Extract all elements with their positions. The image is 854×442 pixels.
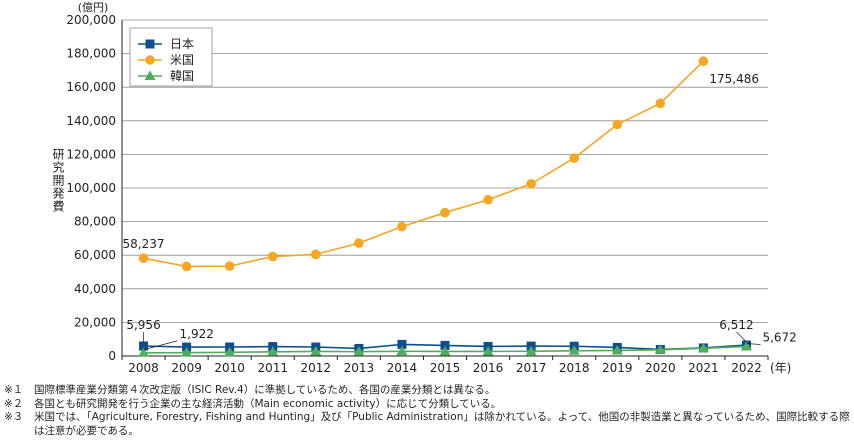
- footnote: ※２ 各国とも研究開発を行う企業の主な経済活動（Main economic ac…: [4, 398, 850, 412]
- x-tick-label: 2022: [731, 361, 762, 375]
- data-point-circle: [224, 261, 235, 271]
- data-label: 5,956: [126, 318, 160, 332]
- x-tick-label: 2009: [171, 361, 202, 375]
- y-tick-label: 0: [108, 349, 116, 363]
- y-tick-label: 180,000: [66, 47, 116, 61]
- y-tick-label: 140,000: [66, 114, 116, 128]
- gridlines: [122, 19, 768, 323]
- legend-label: 日本: [170, 37, 194, 51]
- data-point-triangle: [267, 346, 279, 356]
- data-label: 58,237: [123, 237, 165, 251]
- x-tick-label: 2017: [516, 361, 547, 375]
- legend-box: [129, 27, 213, 87]
- data-point-triangle: [144, 70, 156, 80]
- data-point-triangle: [654, 344, 666, 354]
- data-labels: 58,237 175,486 5,956 1,922 6,512 5,672: [123, 72, 797, 351]
- x-tick-label: 2018: [559, 361, 590, 375]
- x-tick-label: 2021: [688, 361, 719, 375]
- x-tick-label: 2008: [128, 361, 159, 375]
- data-point-circle: [311, 249, 321, 260]
- footnote-text: 各国とも研究開発を行う企業の主な経済活動（Main economic activ…: [34, 397, 502, 410]
- data-point-circle: [138, 253, 149, 263]
- footnote: ※３ 米国では、「Agriculture, Forestry, Fishing …: [4, 411, 850, 438]
- footnote-mark: ※２: [4, 397, 24, 410]
- data-point-triangle: [482, 345, 494, 356]
- x-tick-label: 2014: [387, 361, 418, 375]
- legend-label: 米国: [170, 53, 194, 67]
- x-tick-label: 2020: [645, 361, 676, 375]
- x-tick-label: 2010: [214, 361, 245, 375]
- footnote-mark: ※１: [4, 384, 24, 396]
- data-label-leader: [143, 340, 178, 351]
- data-point-square: [397, 339, 407, 349]
- x-tick-label: 2016: [473, 361, 504, 375]
- data-point-triangle: [396, 345, 408, 356]
- data-point-circle: [569, 153, 579, 163]
- x-tick-label: 2011: [257, 361, 288, 375]
- y-tick-label: 80,000: [74, 215, 116, 229]
- footnote: ※１ 国際標準産業分類第４次改定版（ISIC Rev.4）に準拠しているため、各…: [4, 384, 850, 398]
- x-tick-label: 2019: [602, 361, 633, 375]
- y-axis-label: 研究開発費: [51, 148, 65, 213]
- data-point-square: [182, 342, 192, 352]
- data-point-triangle: [740, 340, 752, 351]
- legend-label: 韓国: [170, 69, 194, 83]
- x-tick-label: 2013: [344, 361, 375, 375]
- data-point-triangle: [138, 347, 150, 357]
- data-point-circle: [526, 179, 536, 189]
- y-tick-label: 160,000: [66, 80, 116, 94]
- data-point-triangle: [224, 346, 236, 357]
- data-point-triangle: [697, 342, 709, 353]
- series-line-usa: [143, 60, 704, 268]
- rd-expenditure-line-chart: 0 20,000 40,000 60,000 80,000 100,000 120,000 1…: [51, 1, 797, 375]
- data-point-circle: [612, 119, 623, 130]
- data-point-triangle: [439, 345, 451, 356]
- data-point-circle: [655, 98, 666, 109]
- footnotes: ※１ 国際標準産業分類第４次改定版（ISIC Rev.4）に準拠しているため、各…: [4, 384, 850, 438]
- data-point-triangle: [525, 345, 537, 356]
- footnote-text: 国際標準産業分類第４次改定版（ISIC Rev.4）に準拠しているため、各国の産…: [34, 384, 496, 396]
- y-tick-label: 200,000: [66, 13, 116, 27]
- data-point-square: [440, 340, 450, 350]
- y-tick-label: 20,000: [74, 315, 116, 329]
- footnote-mark: ※３: [4, 411, 24, 424]
- data-point-triangle: [310, 345, 322, 356]
- data-label-leader: [736, 331, 747, 343]
- y-tick-label: 120,000: [66, 147, 116, 161]
- x-axis-unit: (年): [770, 361, 791, 375]
- y-tick-label: 60,000: [74, 248, 116, 262]
- data-point-circle: [698, 56, 709, 66]
- y-axis-unit: (億円): [78, 1, 109, 14]
- data-point-square: [139, 341, 149, 351]
- data-point-triangle: [611, 344, 623, 355]
- y-tick-label: 40,000: [74, 282, 116, 296]
- data-label-leader: [746, 343, 761, 345]
- y-tick-label: 100,000: [66, 181, 116, 195]
- x-tick-label: 2012: [301, 361, 332, 375]
- data-point-triangle: [181, 347, 193, 357]
- data-point-square: [145, 39, 155, 49]
- data-point-triangle: [568, 345, 580, 355]
- data-point-circle: [397, 221, 407, 232]
- x-tick-label: 2015: [430, 361, 461, 375]
- data-label: 5,672: [762, 330, 796, 344]
- data-point-circle: [145, 55, 155, 65]
- data-point-circle: [267, 251, 278, 262]
- data-label: 175,486: [709, 72, 759, 86]
- footnote-text: 米国では、「Agriculture, Forestry, Fishing and…: [34, 411, 850, 437]
- data-label: 6,512: [719, 318, 753, 332]
- data-point-circle: [354, 238, 364, 248]
- data-point-circle: [181, 261, 192, 272]
- series-lines: [138, 56, 752, 357]
- data-point-circle: [440, 207, 450, 218]
- data-point-circle: [483, 194, 493, 205]
- data-label: 1,922: [180, 327, 214, 341]
- axes: 0 20,000 40,000 60,000 80,000 100,000 120,000 1…: [51, 1, 791, 375]
- data-point-triangle: [353, 346, 365, 356]
